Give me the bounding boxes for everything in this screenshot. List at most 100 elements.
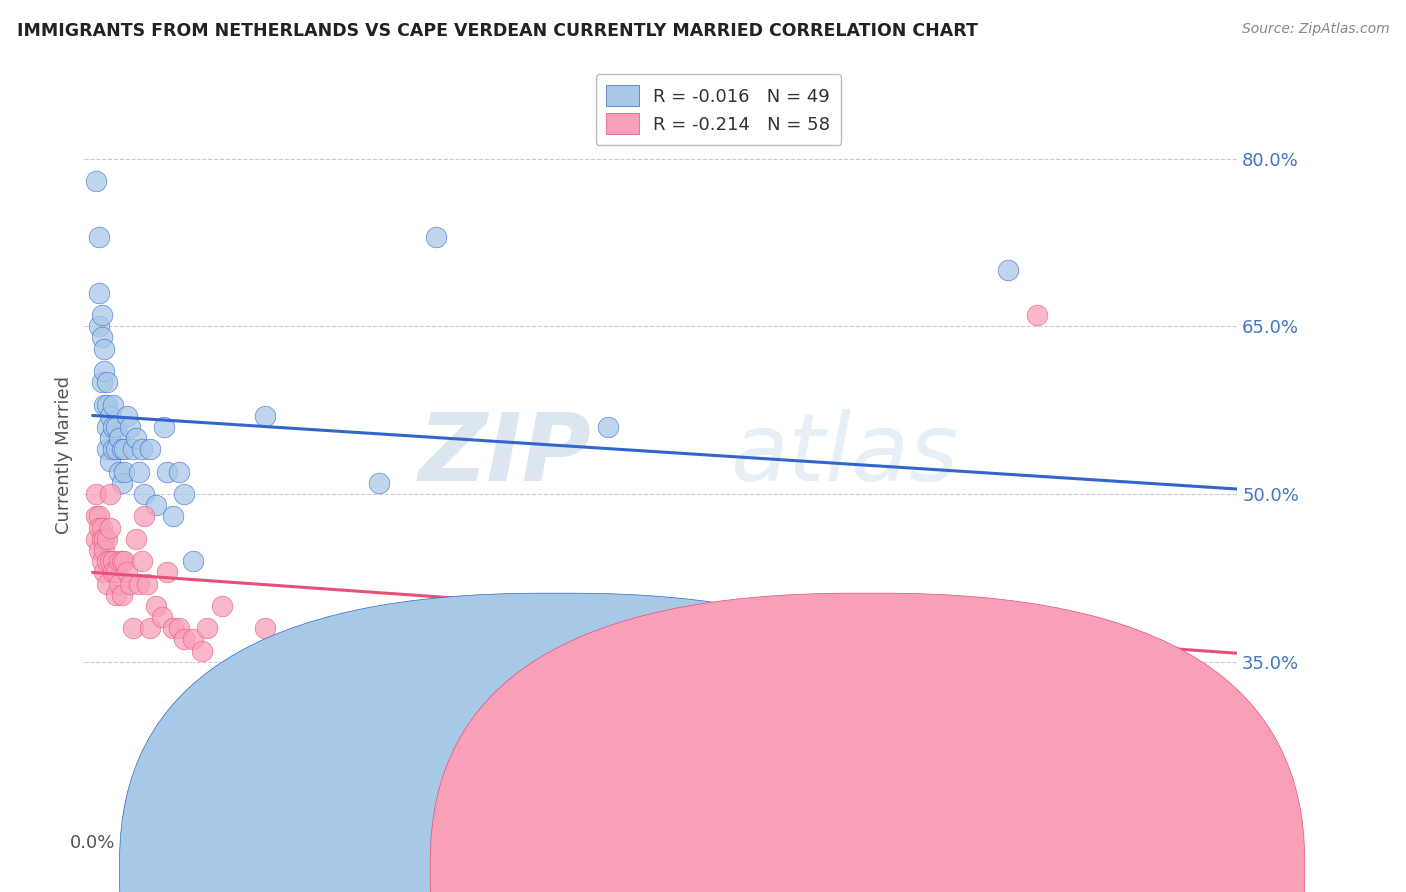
Point: [540, 643, 562, 657]
Point: [110, 442, 132, 457]
Point: [104, 566, 127, 580]
Point: [90, 330, 112, 344]
Point: [90, 520, 112, 534]
Point: [153, 420, 176, 434]
Point: [131, 554, 153, 568]
Point: [122, 442, 145, 457]
Point: [368, 475, 391, 490]
Point: [1026, 308, 1049, 322]
Point: [134, 487, 156, 501]
Point: [156, 566, 179, 580]
Point: [93, 543, 115, 558]
Point: [167, 621, 190, 635]
Point: [96, 376, 118, 390]
Point: [107, 576, 129, 591]
Legend: R = -0.016   N = 49, R = -0.214   N = 58: R = -0.016 N = 49, R = -0.214 N = 58: [596, 74, 841, 145]
Point: [110, 475, 132, 490]
Point: [84, 174, 107, 188]
Point: [524, 632, 547, 647]
Point: [136, 576, 159, 591]
Point: [112, 465, 135, 479]
Point: [90, 308, 112, 322]
Point: [156, 465, 179, 479]
Point: [120, 420, 142, 434]
Point: [162, 621, 184, 635]
Text: ZIP: ZIP: [419, 409, 592, 501]
Point: [654, 643, 676, 657]
Point: [96, 442, 118, 457]
Point: [181, 554, 204, 568]
Point: [120, 576, 142, 591]
Point: [125, 532, 148, 546]
Point: [98, 453, 121, 467]
Point: [253, 621, 276, 635]
Point: [150, 610, 173, 624]
Point: [128, 465, 150, 479]
Point: [145, 498, 167, 512]
Point: [84, 487, 107, 501]
Point: [596, 621, 619, 635]
Point: [90, 532, 112, 546]
Point: [87, 509, 110, 524]
Point: [117, 566, 139, 580]
Point: [134, 509, 156, 524]
Point: [98, 520, 121, 534]
Point: [425, 621, 447, 635]
Point: [425, 230, 447, 244]
Point: [96, 554, 118, 568]
Point: [104, 588, 127, 602]
Point: [768, 699, 790, 714]
Point: [93, 398, 115, 412]
Point: [107, 465, 129, 479]
Point: [98, 409, 121, 423]
Point: [173, 632, 195, 647]
Point: [101, 420, 124, 434]
Point: [104, 420, 127, 434]
Point: [482, 643, 505, 657]
Point: [87, 520, 110, 534]
Point: [117, 409, 139, 423]
Point: [181, 632, 204, 647]
Point: [96, 398, 118, 412]
Point: [128, 576, 150, 591]
Point: [596, 420, 619, 434]
Point: [104, 442, 127, 457]
Point: [253, 409, 276, 423]
Y-axis label: Currently Married: Currently Married: [55, 376, 73, 534]
Point: [368, 621, 391, 635]
Point: [101, 398, 124, 412]
Point: [98, 554, 121, 568]
Point: [112, 442, 135, 457]
Point: [87, 230, 110, 244]
Point: [101, 566, 124, 580]
Point: [93, 566, 115, 580]
Point: [107, 431, 129, 445]
Point: [110, 588, 132, 602]
Point: [87, 319, 110, 334]
Point: [162, 509, 184, 524]
Point: [96, 576, 118, 591]
Point: [87, 543, 110, 558]
Point: [96, 532, 118, 546]
Point: [125, 431, 148, 445]
Point: [167, 465, 190, 479]
Point: [93, 342, 115, 356]
Point: [211, 599, 233, 613]
Point: [139, 621, 162, 635]
Point: [101, 442, 124, 457]
Point: [110, 554, 132, 568]
Point: [145, 599, 167, 613]
Point: [122, 621, 145, 635]
Point: [1026, 677, 1049, 691]
Point: [101, 554, 124, 568]
Point: [93, 364, 115, 378]
Text: IMMIGRANTS FROM NETHERLANDS VS CAPE VERDEAN CURRENTLY MARRIED CORRELATION CHART: IMMIGRANTS FROM NETHERLANDS VS CAPE VERD…: [17, 22, 977, 40]
Text: Immigrants from Netherlands: Immigrants from Netherlands: [583, 861, 830, 879]
Text: Source: ZipAtlas.com: Source: ZipAtlas.com: [1241, 22, 1389, 37]
Point: [190, 643, 212, 657]
Point: [98, 431, 121, 445]
Point: [98, 487, 121, 501]
Point: [107, 554, 129, 568]
Point: [568, 643, 591, 657]
Point: [93, 532, 115, 546]
